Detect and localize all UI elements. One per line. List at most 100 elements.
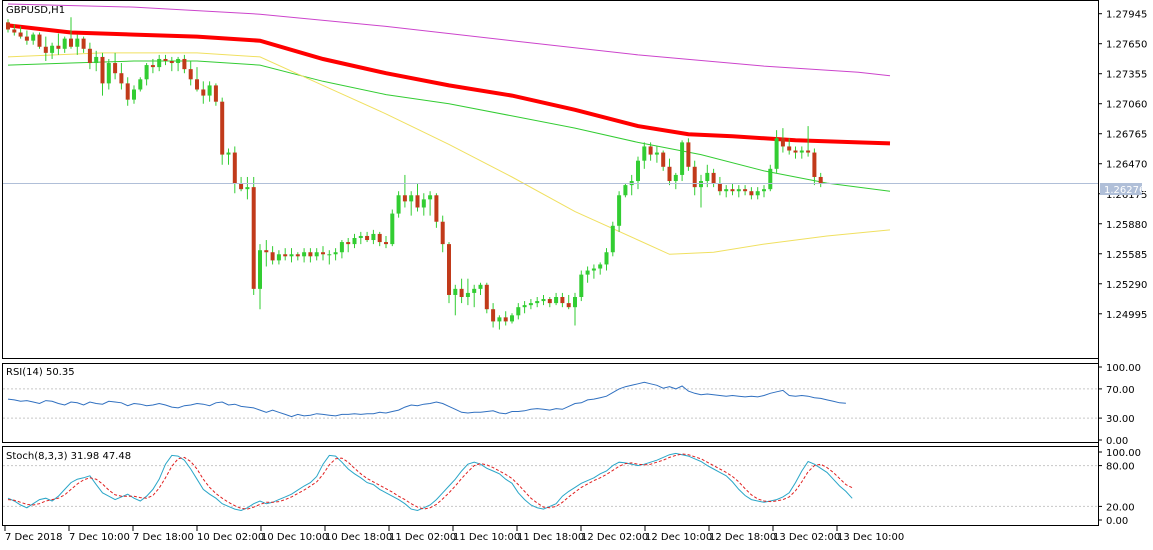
time-tick-label: 12 Dec 18:00 (709, 532, 776, 543)
candle-body (157, 58, 162, 68)
candle-body (762, 189, 766, 192)
current-price-badge (1100, 183, 1142, 195)
time-tick-label: 7 Dec 10:00 (69, 532, 130, 543)
candle-body (138, 79, 143, 90)
candle-body (591, 268, 596, 271)
candle-body (43, 46, 48, 53)
candle-body (409, 195, 414, 202)
candle-body (327, 254, 332, 256)
price-tick-label: 1.27355 (1106, 70, 1147, 81)
candle-body (226, 152, 231, 155)
candle-body (402, 195, 407, 202)
candle-body (768, 168, 773, 190)
candle-body (818, 176, 823, 184)
candle-body (333, 252, 338, 255)
candle-body (87, 48, 92, 64)
candle-body (50, 45, 55, 53)
time-tick-label: 10 Dec 02:00 (197, 532, 264, 543)
candle-body (793, 150, 798, 153)
candle-body (69, 38, 73, 47)
candle-body (472, 288, 477, 293)
price-tick-label: 1.25290 (1106, 280, 1147, 291)
candle-body (528, 303, 533, 306)
candle-body (484, 284, 489, 310)
candle-body (371, 233, 376, 241)
candle-body (150, 65, 155, 68)
candle-body (642, 146, 647, 161)
candle-body (182, 58, 187, 70)
candle-body (497, 317, 502, 322)
price-tick-label: 1.27060 (1106, 100, 1147, 111)
candle-body (113, 63, 118, 74)
candle-body (736, 189, 741, 192)
rsi-tick-label: 100.00 (1106, 363, 1141, 374)
candle-body (346, 242, 351, 245)
candle-body (264, 250, 269, 253)
candle-body (339, 242, 344, 253)
candle-body (384, 242, 388, 245)
candle-body (566, 303, 571, 308)
rsi-panel[interactable] (2, 363, 1099, 443)
candle-body (585, 270, 590, 275)
candle-body (535, 301, 540, 304)
moving-averages (7, 3, 891, 255)
candle-body (465, 292, 470, 297)
price-tick-label: 1.26470 (1106, 160, 1147, 171)
candle-body (365, 235, 370, 241)
candle-body (610, 225, 615, 253)
candle-body (686, 142, 691, 167)
rsi-tick-label: 70.00 (1106, 385, 1135, 396)
candle-body (270, 252, 275, 261)
candle-body (598, 264, 603, 269)
candle-body (717, 183, 722, 192)
time-tick-label: 11 Dec 18:00 (517, 532, 584, 543)
time-tick-label: 10 Dec 10:00 (261, 532, 328, 543)
time-tick-label: 11 Dec 10:00 (453, 532, 520, 543)
candle-body (711, 172, 716, 184)
stoch-panel[interactable] (2, 446, 1099, 526)
candle-body (554, 297, 559, 304)
candle-body (283, 254, 288, 257)
candle-body (661, 152, 666, 167)
candle-body (755, 191, 760, 196)
candle-body (220, 101, 225, 155)
candle-body (169, 61, 174, 64)
candle-body (522, 305, 527, 308)
candle-body (459, 288, 464, 297)
candle-body (390, 213, 395, 245)
candle-body (6, 22, 10, 30)
stoch-tick-label: 20.00 (1106, 502, 1135, 513)
time-axis-ticks: 7 Dec 2018 7 Dec 10:00 7 Dec 18:00 10 Dec 0… (4, 526, 904, 543)
candle-body (213, 85, 218, 102)
candle-body (232, 152, 237, 184)
rsi-tick-label: 0.00 (1106, 436, 1128, 447)
time-tick-label: 10 Dec 18:00 (325, 532, 392, 543)
candle-body (705, 172, 710, 182)
candle-body (163, 58, 168, 61)
time-tick-label: 13 Dec 10:00 (837, 532, 904, 543)
candle-body (806, 150, 811, 153)
candle-body (787, 146, 792, 151)
candle-body (31, 34, 36, 41)
candle-body (251, 187, 256, 289)
candle-body (12, 29, 17, 33)
stoch-title: Stoch(8,3,3) 31.98 47.48 (6, 451, 131, 462)
candle-body (699, 181, 703, 188)
candle-body (106, 63, 111, 84)
candle-body (434, 195, 439, 222)
rsi-indicator (3, 381, 1098, 419)
chart-symbol-title: GBPUSD,H1 (6, 5, 65, 16)
main-price-panel[interactable] (2, 0, 1099, 359)
candle-body (377, 233, 382, 243)
candle-body (415, 195, 420, 208)
stoch-signal-line (7, 453, 853, 510)
candle-body (24, 36, 29, 41)
candle-body (799, 150, 804, 153)
moving-average-line-1 (7, 23, 891, 146)
candle-body (352, 238, 357, 245)
candle-body (302, 252, 307, 257)
time-tick-label: 7 Dec 18:00 (133, 532, 194, 543)
candle-body (491, 309, 496, 322)
candle-body (94, 56, 99, 64)
